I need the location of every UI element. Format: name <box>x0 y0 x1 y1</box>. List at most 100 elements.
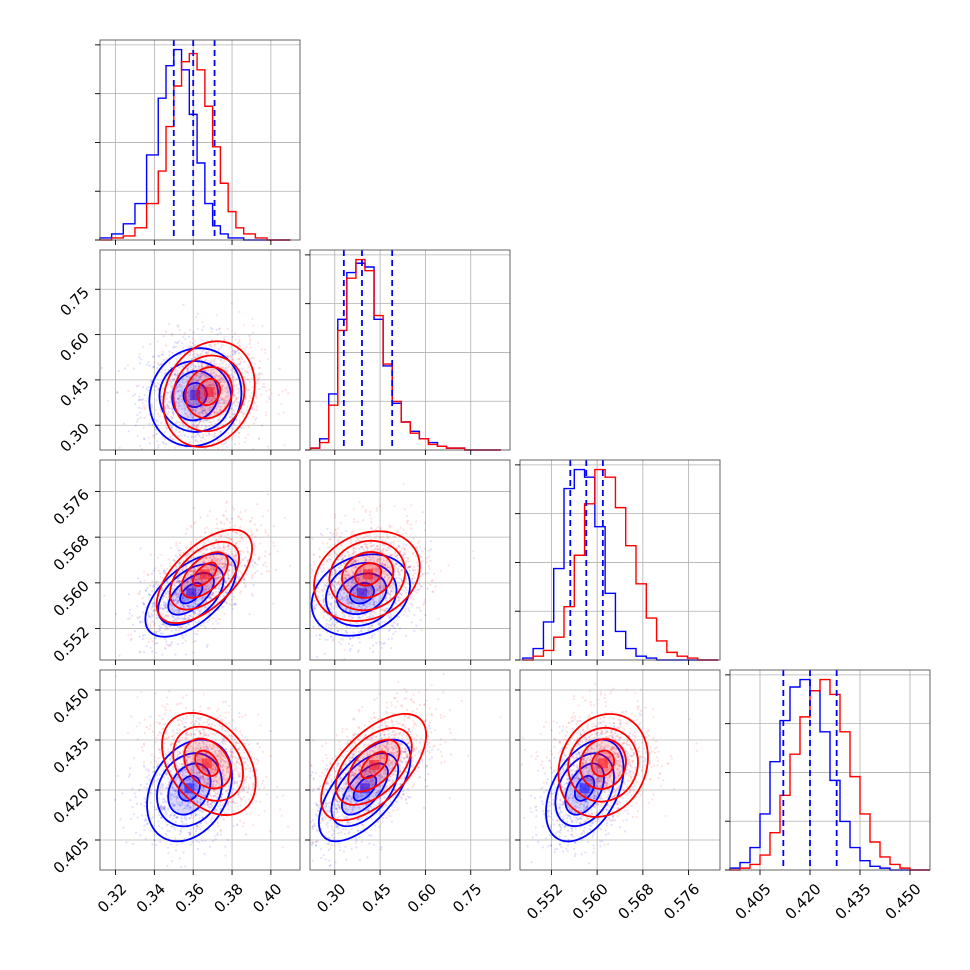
scatter-point <box>223 566 226 569</box>
histogram-series-0 <box>99 48 291 241</box>
scatter-point <box>181 568 184 571</box>
scatter-point <box>139 416 142 419</box>
scatter-point <box>391 625 395 628</box>
scatter-point <box>384 610 387 613</box>
scatter-point <box>204 626 207 629</box>
scatter-point <box>193 422 196 425</box>
scatter-point <box>165 442 168 446</box>
scatter-point <box>220 413 224 416</box>
scatter-point <box>377 629 380 632</box>
scatter-point <box>174 653 177 656</box>
scatter-point <box>205 385 208 388</box>
scatter-point <box>178 582 181 585</box>
scatter-point <box>174 369 178 372</box>
scatter-point <box>315 634 318 637</box>
scatter-point <box>195 485 197 487</box>
scatter-point <box>193 611 197 614</box>
scatter-point <box>418 582 421 585</box>
scatter-point <box>176 625 180 629</box>
scatter-point <box>393 627 396 630</box>
x-tick-label: 0.420 <box>782 880 825 923</box>
scatter-point <box>398 576 401 580</box>
scatter-point <box>156 616 159 620</box>
scatter-point <box>171 385 174 388</box>
scatter-point <box>139 620 142 623</box>
scatter-point <box>256 563 259 566</box>
scatter-point <box>372 601 376 604</box>
scatter-point <box>230 407 233 411</box>
scatter-point <box>163 373 166 376</box>
scatter-point <box>143 570 146 573</box>
scatter-point <box>185 582 188 586</box>
scatter-point <box>332 624 336 627</box>
scatter-point <box>376 588 379 591</box>
scatter-point <box>250 592 253 595</box>
scatter-point <box>410 581 413 584</box>
scatter-point <box>192 610 195 613</box>
scatter-point <box>346 599 349 602</box>
scatter-point <box>370 636 374 640</box>
scatter-point <box>201 362 204 366</box>
scatter-point <box>370 624 373 627</box>
scatter-point <box>205 599 208 603</box>
scatter-point <box>164 330 168 333</box>
scatter-point <box>205 358 208 361</box>
scatter-point <box>242 578 245 581</box>
scatter-point <box>169 366 172 369</box>
scatter-point <box>143 416 146 419</box>
scatter-point <box>210 400 213 403</box>
scatter-point <box>415 624 418 627</box>
scatter-point <box>214 580 217 583</box>
scatter-point <box>228 363 231 366</box>
scatter-point <box>339 594 342 597</box>
scatter-point <box>184 598 187 602</box>
scatter-point <box>232 427 235 430</box>
scatter-point <box>171 587 174 590</box>
scatter-point <box>209 567 212 570</box>
scatter-point <box>254 562 257 565</box>
scatter-point <box>194 601 197 604</box>
scatter-point <box>220 346 223 349</box>
scatter-point <box>176 617 179 620</box>
scatter-point <box>196 578 199 581</box>
scatter-point <box>132 452 134 454</box>
scatter-point <box>243 582 246 585</box>
scatter-point <box>341 557 345 560</box>
scatter-point <box>334 571 338 574</box>
scatter-point <box>197 401 200 405</box>
scatter-point <box>179 401 183 404</box>
scatter-point <box>283 444 286 447</box>
scatter-point <box>214 357 217 360</box>
scatter-point <box>153 622 156 625</box>
scatter-point <box>213 556 217 559</box>
scatter-point <box>233 409 236 412</box>
scatter-point <box>245 388 248 391</box>
scatter-point <box>144 605 148 609</box>
scatter-point <box>152 608 155 612</box>
scatter-point <box>411 568 415 571</box>
scatter-point <box>158 355 161 358</box>
scatter-point <box>240 410 244 413</box>
scatter-point <box>186 369 189 373</box>
scatter-point <box>372 603 376 606</box>
scatter-point <box>198 379 201 382</box>
scatter-point <box>176 389 180 393</box>
scatter-point <box>170 416 173 420</box>
scatter-point <box>190 577 193 580</box>
scatter-point <box>218 462 220 464</box>
scatter-point <box>253 542 256 546</box>
scatter-point <box>222 528 225 531</box>
scatter-point <box>181 378 184 381</box>
scatter-point <box>349 637 352 640</box>
scatter-point <box>215 410 219 414</box>
scatter-point <box>162 359 165 362</box>
scatter-point <box>188 365 191 368</box>
scatter-point <box>244 369 247 373</box>
scatter-point <box>330 597 334 600</box>
scatter-point <box>194 411 197 414</box>
scatter-point <box>205 425 209 428</box>
scatter-point <box>215 576 219 579</box>
y-tick-label: 0.552 <box>50 623 93 666</box>
scatter-point <box>171 378 174 381</box>
scatter-point <box>333 585 337 589</box>
